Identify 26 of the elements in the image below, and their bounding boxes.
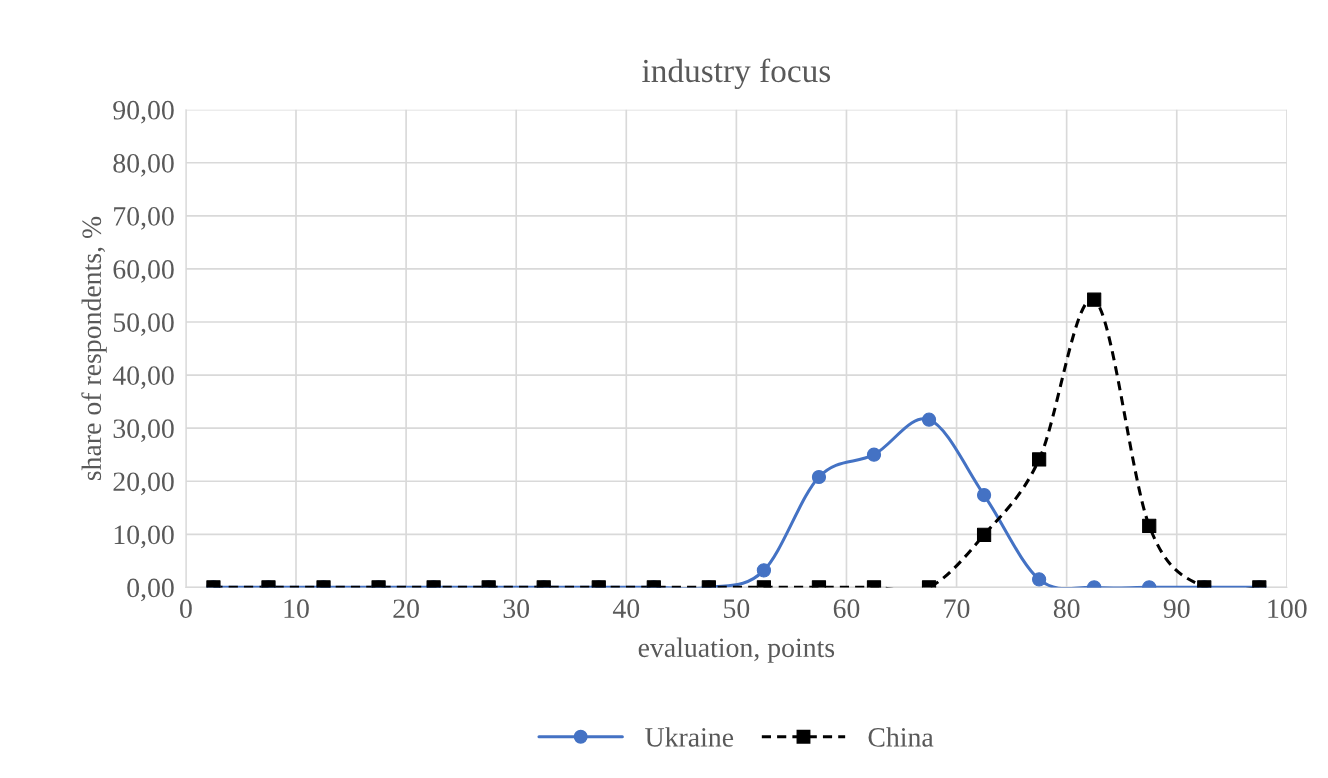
y-tick-label: 40,00	[112, 366, 174, 389]
y-tick-label: 70,00	[114, 207, 174, 230]
x-tick-label: 10	[284, 599, 309, 619]
x-axis-title: evaluation, points	[638, 637, 835, 663]
x-tick-label: 40	[612, 599, 640, 619]
x-tick-label: 100	[1268, 599, 1307, 619]
y-tick-label: 60,00	[113, 260, 174, 283]
x-tick-label: 30	[503, 599, 530, 619]
y-tick-label: 80,00	[113, 153, 174, 177]
legend-label: Ukraine	[645, 727, 734, 747]
y-tick-label: 30,00	[113, 419, 174, 443]
x-tick-label: 60	[833, 599, 860, 619]
chart-title: industry focus	[642, 58, 831, 90]
y-tick-label: 50,00	[113, 313, 174, 336]
y-tick-label: 10,00	[114, 525, 174, 549]
legend-label: China	[868, 727, 934, 747]
y-axis-title: share of respondents, %	[81, 216, 107, 481]
x-tick-label: 20	[393, 599, 419, 619]
x-tick-label: 80	[1053, 599, 1080, 619]
y-tick-label: 20,00	[113, 472, 174, 496]
x-tick-label: 50	[724, 599, 750, 619]
x-tick-label: 90	[1163, 599, 1190, 619]
x-tick-label: 0	[180, 599, 192, 619]
x-tick-label: 70	[944, 599, 970, 619]
y-tick-label: 0,00	[127, 578, 174, 602]
y-tick-label: 90,00	[113, 100, 174, 124]
